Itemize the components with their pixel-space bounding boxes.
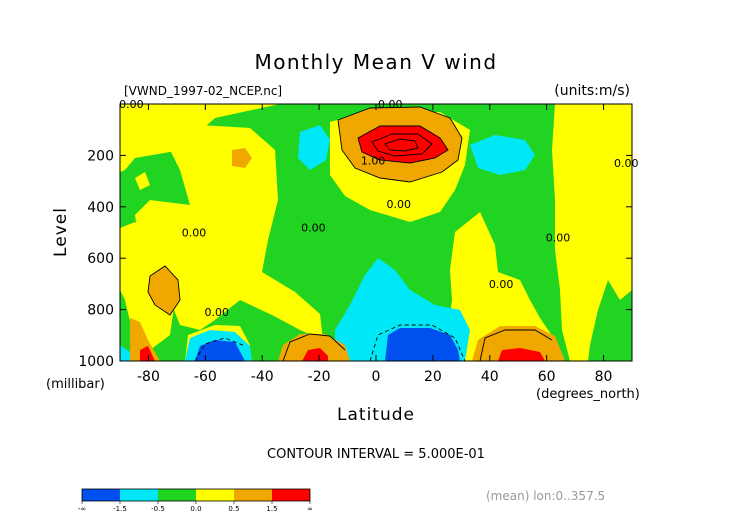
colorbar-label: -1.5 bbox=[113, 505, 127, 513]
field-red-bottom-50 bbox=[498, 348, 545, 361]
y-tick-label: 600 bbox=[87, 251, 114, 267]
y-units-label: (millibar) bbox=[46, 377, 105, 392]
contour-jet-2 bbox=[357, 125, 449, 164]
x-axis-label: Latitude bbox=[337, 405, 415, 425]
x-tick-label: 40 bbox=[481, 369, 499, 385]
field-yellow-left-column bbox=[135, 125, 323, 340]
colorbar-swatch bbox=[234, 489, 272, 501]
field-cyan-upper-right bbox=[470, 135, 535, 175]
field-orange-bottom-50 bbox=[472, 326, 565, 361]
colorbar-label: 0.5 bbox=[228, 505, 239, 513]
field-orange-small-yellow-blob bbox=[232, 148, 252, 168]
field-red-bottom-left bbox=[140, 346, 155, 361]
contour-label: 0.00 bbox=[546, 232, 571, 245]
field-cyan-upper-left bbox=[298, 125, 330, 170]
y-tick-label: 200 bbox=[87, 148, 114, 164]
file-label: [VWND_1997-02_NCEP.nc] bbox=[124, 84, 282, 98]
field-red-jet bbox=[358, 126, 448, 163]
contour-jet-1 bbox=[337, 106, 463, 183]
contour-label: 0.00 bbox=[301, 221, 326, 234]
units-label: (units:m/s) bbox=[554, 83, 630, 99]
field-orange-bottom-neg20 bbox=[278, 334, 350, 361]
colorbar-label: -∞ bbox=[78, 505, 86, 513]
colorbar-swatch bbox=[82, 489, 120, 501]
field-cyan-small-left bbox=[120, 345, 130, 361]
field-blue-bottom-left bbox=[195, 340, 245, 361]
contour-label: 0.00 bbox=[614, 157, 639, 170]
contour-bottom-neg20 bbox=[282, 333, 346, 361]
y-tick-label: 400 bbox=[87, 200, 114, 216]
contour-label: 0.00 bbox=[182, 227, 207, 240]
contour-label: 1.00 bbox=[361, 155, 386, 168]
field-red-bottom-neg20 bbox=[302, 348, 328, 361]
colorbar-swatch bbox=[158, 489, 196, 501]
contour-blue-dash bbox=[369, 324, 466, 361]
field-blue-bottom-center bbox=[385, 328, 460, 361]
x-tick-label: -20 bbox=[308, 369, 331, 385]
field-yellow-left-edge bbox=[120, 222, 175, 350]
x-tick-label: 0 bbox=[372, 369, 381, 385]
colorbar-label: 0.0 bbox=[190, 505, 201, 513]
contour-label: 0.00 bbox=[387, 198, 412, 211]
contour-bottom-50 bbox=[479, 329, 553, 361]
x-units-label: (degrees_north) bbox=[536, 387, 640, 402]
contour-interval-label: CONTOUR INTERVAL = 5.000E-01 bbox=[267, 447, 485, 462]
contour-jet-4 bbox=[384, 138, 419, 152]
colorbar-label: ∞ bbox=[307, 505, 313, 513]
field-yellow-right-center bbox=[440, 212, 555, 361]
field-yellow-top-left bbox=[120, 104, 280, 172]
field-orange-bottom-left-edge bbox=[130, 318, 160, 361]
colorbar-label: 1.5 bbox=[266, 505, 277, 513]
colorbar-swatch bbox=[120, 489, 158, 501]
field-yellow-small-left bbox=[135, 172, 150, 190]
y-axis-label: Level bbox=[51, 207, 71, 257]
contour-lines bbox=[147, 106, 553, 361]
x-tick-label: 60 bbox=[538, 369, 556, 385]
footer-label: (mean) lon:0..357.5 bbox=[486, 489, 605, 503]
x-tick-label: -40 bbox=[251, 369, 274, 385]
contour-label: 0.00 bbox=[204, 306, 229, 319]
contour-field bbox=[120, 104, 632, 361]
contour-blue-dash-left bbox=[194, 337, 246, 361]
contour-jet-3 bbox=[371, 133, 433, 157]
contour-lowerleft bbox=[147, 265, 181, 316]
colorbar-swatch bbox=[272, 489, 310, 501]
y-axis: 200 400 600 800 1000 bbox=[78, 148, 632, 370]
x-axis: -80 -60 -40 -20 0 20 40 60 80 bbox=[137, 104, 612, 385]
colorbar-label: -0.5 bbox=[151, 505, 165, 513]
x-tick-label: -60 bbox=[194, 369, 217, 385]
field-orange-lower-left bbox=[148, 266, 180, 315]
x-tick-label: -80 bbox=[137, 369, 160, 385]
chart-title: Monthly Mean V wind bbox=[254, 50, 497, 74]
x-tick-label: 80 bbox=[595, 369, 613, 385]
field-yellow-right-edge bbox=[552, 104, 632, 361]
contour-label: 0.00 bbox=[489, 278, 514, 291]
y-tick-label: 1000 bbox=[78, 354, 114, 370]
colorbar-swatch bbox=[196, 489, 234, 501]
y-tick-label: 800 bbox=[87, 303, 114, 319]
x-tick-label: 20 bbox=[424, 369, 442, 385]
colorbar: -∞ -1.5 -0.5 0.0 0.5 1.5 ∞ bbox=[78, 488, 313, 513]
